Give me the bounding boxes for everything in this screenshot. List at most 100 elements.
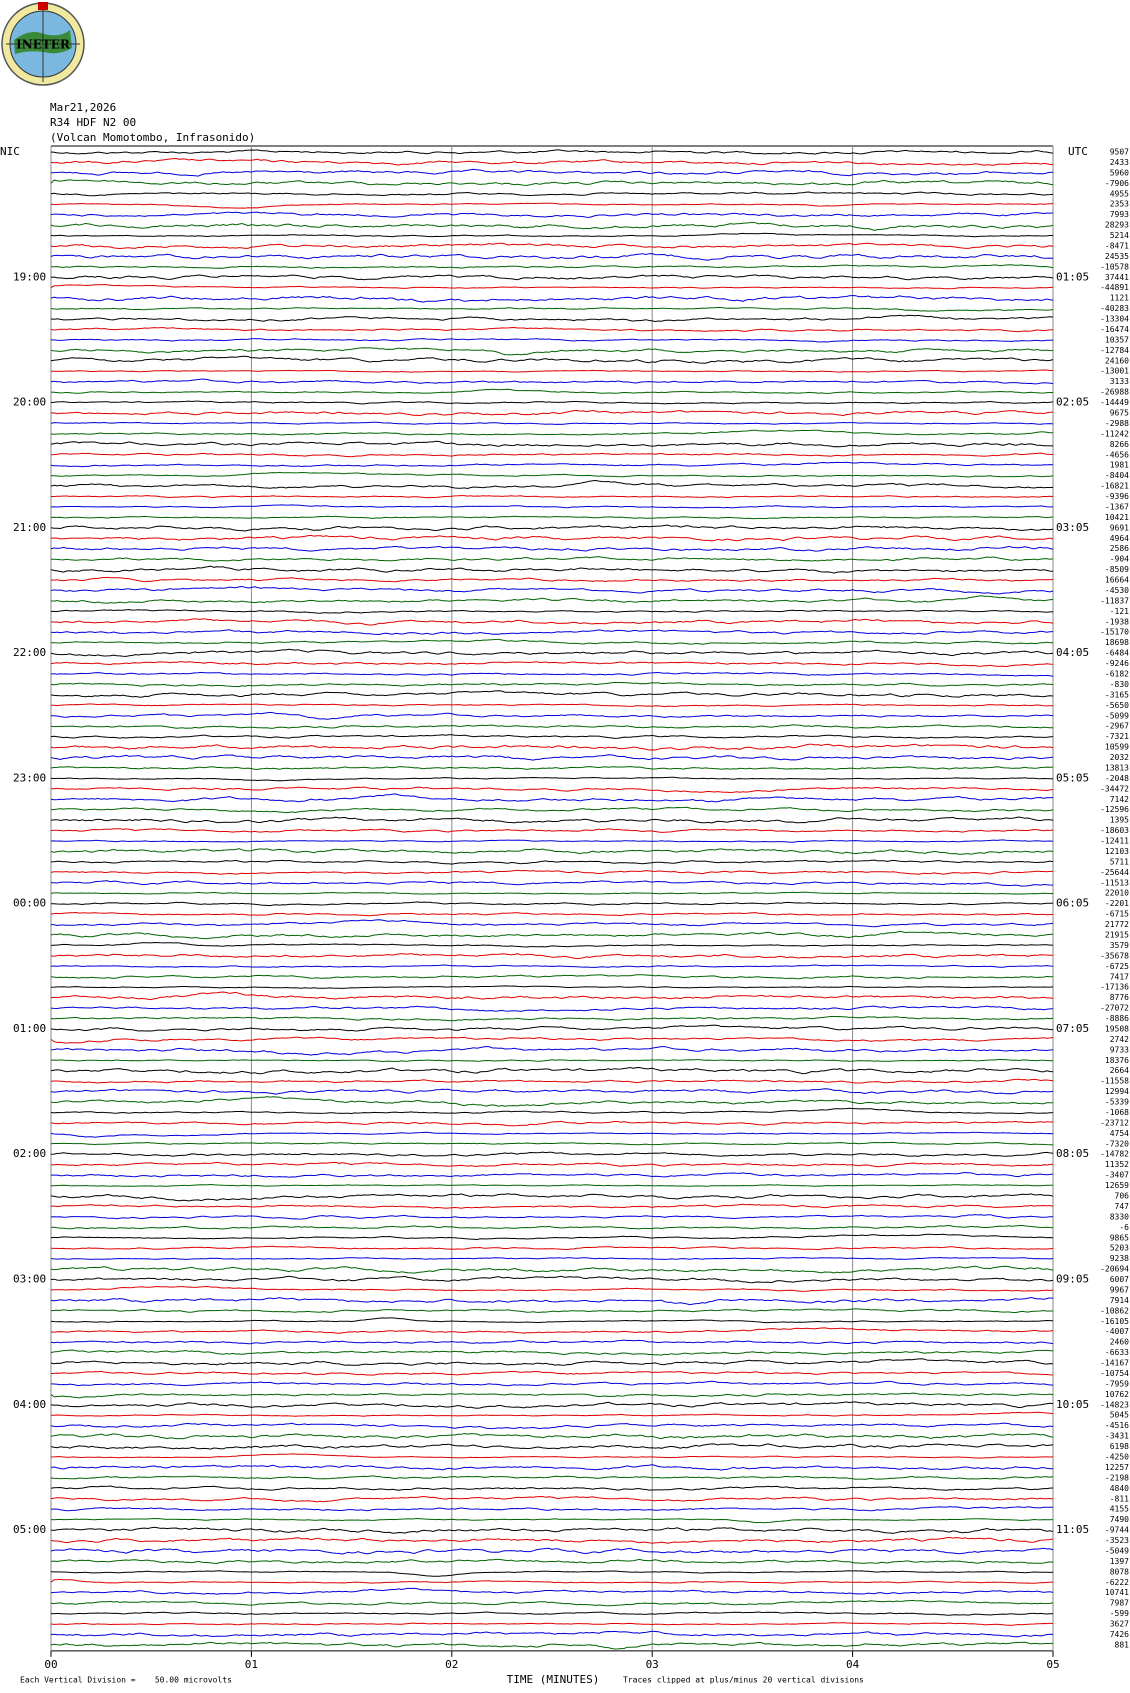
trace-offset: -6182: [1105, 670, 1129, 679]
trace-offset: -2048: [1105, 774, 1129, 783]
trace: [50, 816, 1054, 824]
traces: [50, 149, 1054, 1650]
trace-offset: -14449: [1100, 398, 1129, 407]
trace-offset: -2967: [1105, 722, 1129, 731]
trace: [50, 1096, 1054, 1107]
trace: [50, 1411, 1054, 1417]
trace-offset: 10421: [1105, 513, 1129, 522]
trace: [50, 409, 1054, 417]
trace-offset: -4656: [1105, 450, 1129, 459]
right-hour-label: 02:05: [1056, 396, 1089, 409]
trace-offset: 4754: [1110, 1129, 1129, 1138]
trace: [50, 1066, 1054, 1075]
trace-offset: -20694: [1100, 1265, 1129, 1274]
trace-offset: -8404: [1105, 471, 1129, 480]
trace-offset: -9396: [1105, 492, 1129, 501]
trace-offset: -16474: [1100, 325, 1129, 334]
trace-offset: 2586: [1110, 544, 1129, 553]
trace-offset: -10754: [1100, 1369, 1129, 1378]
trace: [50, 1045, 1054, 1056]
trace-offset: 1121: [1110, 294, 1129, 303]
trace-offset: -16821: [1100, 482, 1129, 491]
trace: [50, 565, 1054, 574]
trace: [50, 440, 1053, 448]
header-line: Mar21,2026: [50, 101, 116, 114]
trace-offset: -6: [1119, 1223, 1129, 1232]
right-label: UTC: [1068, 145, 1088, 158]
trace-offset: 7987: [1110, 1599, 1129, 1608]
trace: [50, 766, 1054, 771]
trace: [50, 1233, 1054, 1241]
trace-offset: 2664: [1110, 1066, 1129, 1075]
trace-offset: -34472: [1100, 784, 1129, 793]
trace: [50, 369, 1053, 373]
trace: [50, 1015, 1054, 1022]
trace: [51, 638, 1054, 645]
trace-offset: 9967: [1110, 1285, 1129, 1294]
trace: [50, 1536, 1054, 1544]
trace-offset: 7490: [1110, 1515, 1129, 1524]
trace-offset: -23712: [1100, 1118, 1129, 1127]
trace-offset: -25644: [1100, 868, 1129, 877]
trace: [50, 1275, 1054, 1284]
trace: [51, 1171, 1054, 1178]
trace: [50, 1358, 1054, 1366]
trace-offset: 9675: [1110, 409, 1129, 418]
trace: [50, 1327, 1054, 1334]
trace-offset: -18603: [1100, 826, 1129, 835]
trace: [51, 495, 1054, 499]
trace: [50, 179, 1054, 186]
trace-offset: -5049: [1105, 1546, 1129, 1555]
trace-offset: -15170: [1100, 628, 1129, 637]
trace: [50, 941, 1053, 948]
trace-offset: -8886: [1105, 1014, 1129, 1023]
trace: [50, 964, 1054, 968]
trace: [50, 1203, 1054, 1209]
right-hour-label: 03:05: [1056, 521, 1089, 534]
trace: [50, 919, 1054, 928]
trace-offset: 8266: [1110, 440, 1129, 449]
trace: [50, 306, 1054, 312]
trace: [50, 754, 1054, 761]
trace: [50, 743, 1054, 751]
trace-offset: 24535: [1105, 252, 1129, 261]
trace-offset: 18698: [1105, 638, 1129, 647]
trace-offset: 1395: [1110, 816, 1129, 825]
trace-offset: -2198: [1105, 1473, 1129, 1482]
trace: [50, 283, 1054, 290]
trace: [50, 1024, 1054, 1032]
trace-offset: -4530: [1105, 586, 1129, 595]
trace: [50, 1587, 1054, 1595]
left-hour-label: 21:00: [13, 521, 46, 534]
trace-offset: -7320: [1105, 1139, 1129, 1148]
trace: [50, 1141, 1054, 1146]
trace-offset: -4516: [1105, 1421, 1129, 1430]
trace-offset: -3165: [1105, 690, 1129, 699]
trace-offset: -3431: [1105, 1432, 1129, 1441]
trace-offset: -6725: [1105, 962, 1129, 971]
trace-offset: 9238: [1110, 1254, 1129, 1263]
trace-offset: 5960: [1110, 168, 1129, 177]
left-hour-label: 01:00: [13, 1022, 46, 1035]
trace: [50, 1485, 1054, 1491]
trace-offset: 4840: [1110, 1484, 1129, 1493]
trace-offset: -6715: [1105, 910, 1129, 919]
trace-offset: 9733: [1110, 1045, 1129, 1054]
trace: [51, 703, 1054, 708]
logo-text: INETER: [16, 38, 71, 52]
left-label: NIC: [0, 145, 20, 158]
trace-offset: -830: [1110, 680, 1129, 689]
trace-offset: 2032: [1110, 753, 1129, 762]
trace-offset: 7417: [1110, 972, 1129, 981]
trace: [50, 211, 1054, 218]
trace-offset: 10599: [1105, 743, 1129, 752]
trace: [50, 1443, 1054, 1450]
trace-offset: -1068: [1105, 1108, 1129, 1117]
trace-offset: 7914: [1110, 1296, 1129, 1305]
trace-offset: -1367: [1105, 502, 1129, 511]
trace-offset: -14167: [1100, 1359, 1129, 1368]
trace: [50, 378, 1054, 385]
trace: [50, 648, 1054, 657]
trace-offset: -8509: [1105, 565, 1129, 574]
trace-offset: 5711: [1110, 857, 1129, 866]
